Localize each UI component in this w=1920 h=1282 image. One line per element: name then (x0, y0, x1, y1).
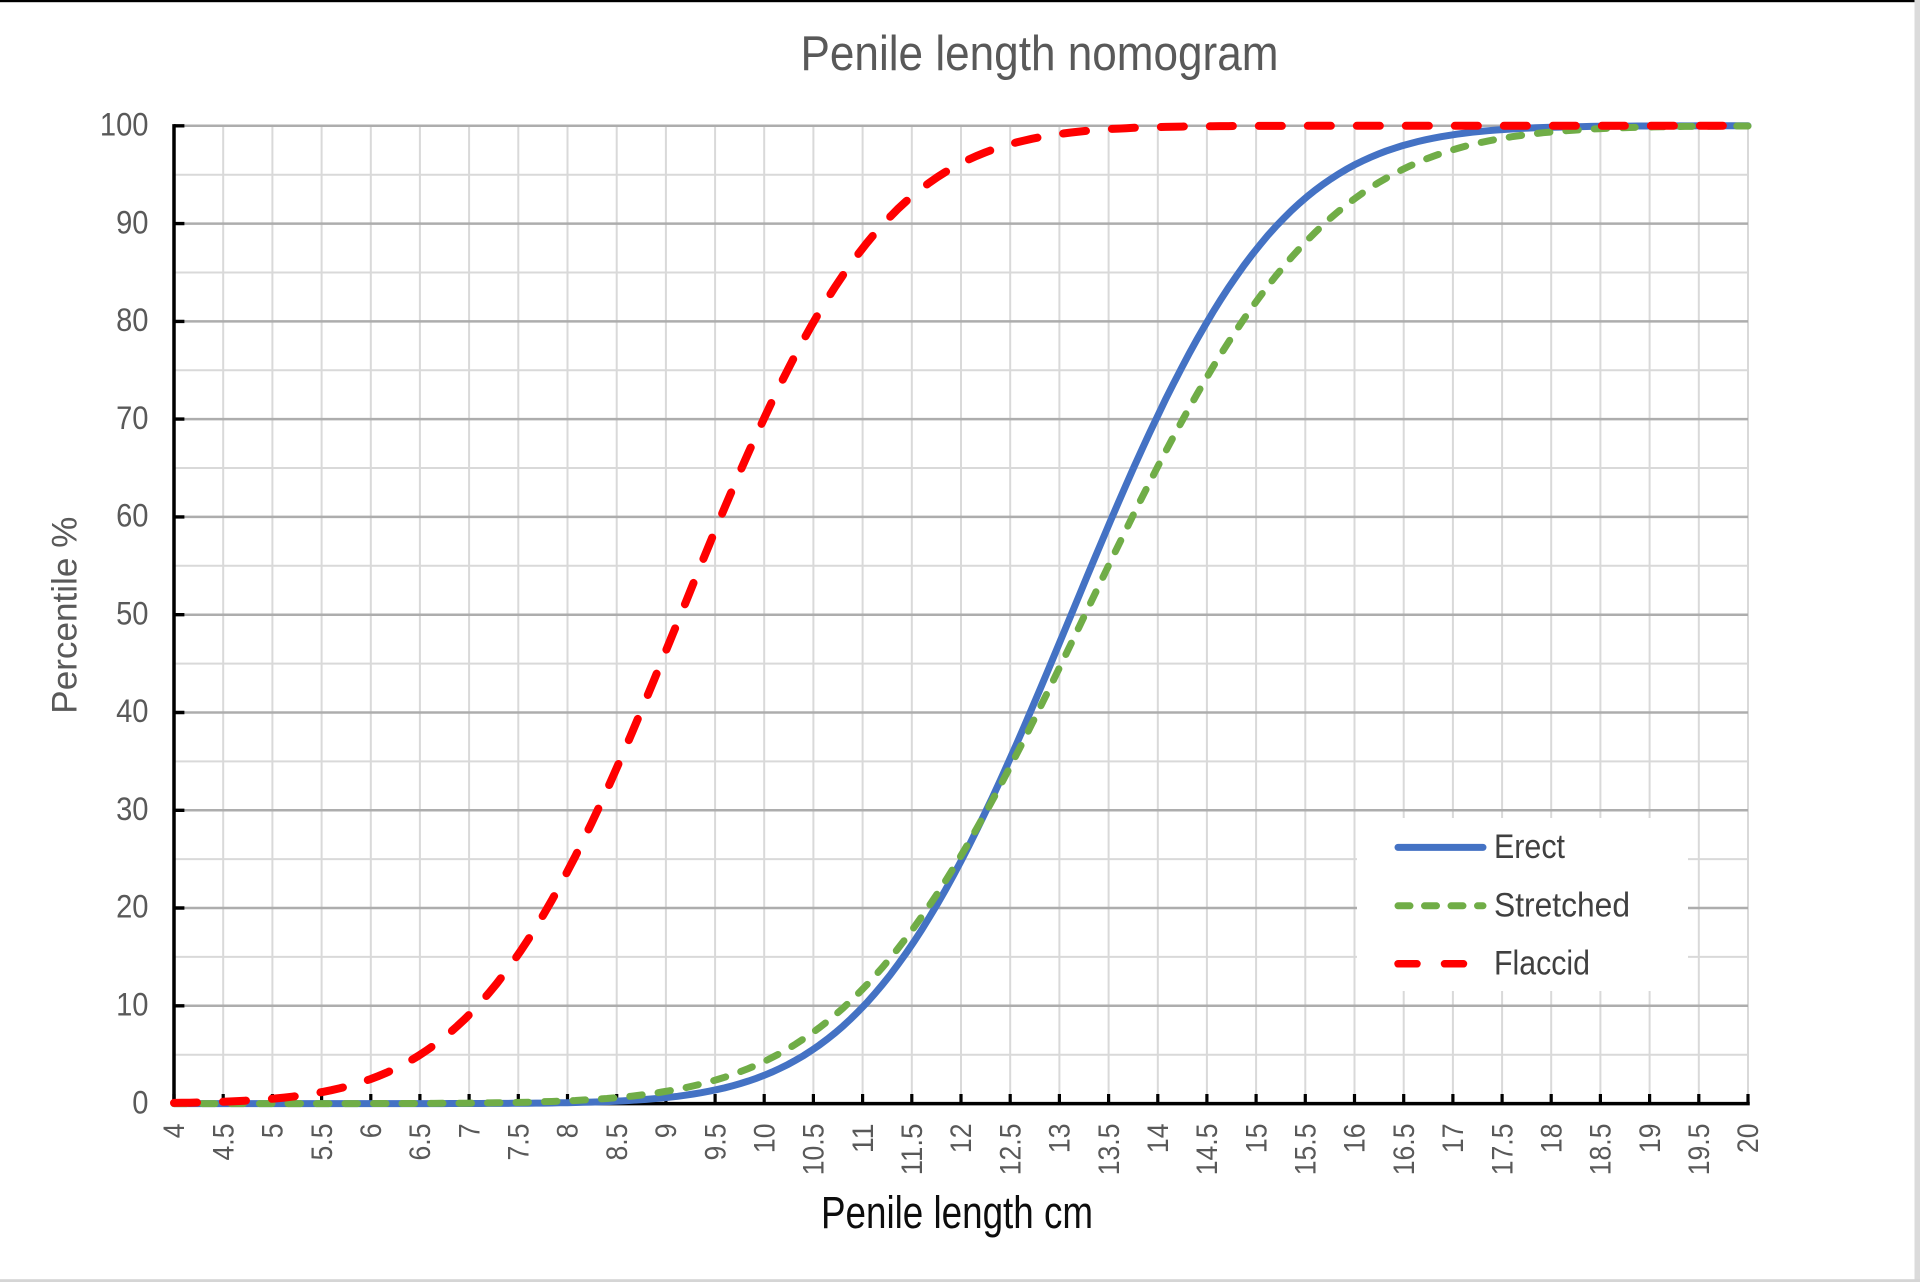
svg-text:16: 16 (1339, 1124, 1372, 1154)
svg-text:9: 9 (650, 1124, 683, 1139)
svg-text:11.5: 11.5 (896, 1124, 929, 1176)
svg-text:18: 18 (1536, 1124, 1569, 1154)
svg-text:40: 40 (116, 693, 148, 729)
svg-text:80: 80 (116, 302, 148, 338)
svg-text:6: 6 (355, 1124, 388, 1139)
svg-text:Flaccid: Flaccid (1494, 945, 1590, 983)
svg-text:20: 20 (1732, 1124, 1765, 1154)
svg-text:18.5: 18.5 (1585, 1124, 1618, 1176)
svg-text:5: 5 (257, 1124, 290, 1139)
svg-text:60: 60 (116, 498, 148, 534)
svg-text:14.5: 14.5 (1191, 1124, 1224, 1176)
svg-text:30: 30 (116, 791, 148, 827)
svg-text:12: 12 (945, 1124, 978, 1154)
svg-text:8: 8 (552, 1124, 585, 1139)
svg-text:7: 7 (453, 1124, 486, 1139)
svg-text:13.5: 13.5 (1093, 1124, 1126, 1176)
svg-text:10: 10 (749, 1124, 782, 1154)
svg-text:6.5: 6.5 (404, 1124, 437, 1161)
svg-text:9.5: 9.5 (699, 1124, 732, 1161)
svg-text:7.5: 7.5 (503, 1124, 536, 1161)
svg-text:12.5: 12.5 (994, 1124, 1027, 1176)
svg-text:19.5: 19.5 (1683, 1124, 1716, 1176)
svg-text:Percentile %: Percentile % (46, 517, 85, 714)
svg-text:10: 10 (116, 987, 148, 1023)
svg-text:8.5: 8.5 (601, 1124, 634, 1161)
svg-text:15: 15 (1240, 1124, 1273, 1154)
svg-text:16.5: 16.5 (1388, 1124, 1421, 1176)
svg-text:50: 50 (116, 595, 148, 631)
svg-text:0: 0 (132, 1084, 148, 1120)
svg-text:13: 13 (1044, 1124, 1077, 1154)
svg-text:100: 100 (100, 107, 149, 143)
svg-text:Stretched: Stretched (1494, 887, 1630, 925)
svg-text:70: 70 (116, 400, 148, 436)
svg-text:Penile length nomogram: Penile length nomogram (801, 27, 1279, 81)
svg-text:11: 11 (847, 1124, 880, 1154)
svg-text:4: 4 (158, 1124, 191, 1139)
svg-text:90: 90 (116, 204, 148, 240)
svg-text:17.5: 17.5 (1486, 1124, 1519, 1176)
svg-text:17: 17 (1437, 1124, 1470, 1154)
svg-text:14: 14 (1142, 1124, 1175, 1154)
svg-text:4.5: 4.5 (207, 1124, 240, 1161)
svg-text:19: 19 (1634, 1124, 1667, 1154)
svg-text:Erect: Erect (1494, 828, 1565, 866)
svg-text:10.5: 10.5 (798, 1124, 831, 1176)
svg-text:Penile length cm: Penile length cm (821, 1187, 1093, 1238)
svg-text:20: 20 (116, 889, 148, 925)
svg-text:15.5: 15.5 (1290, 1124, 1323, 1176)
svg-text:5.5: 5.5 (306, 1124, 339, 1161)
